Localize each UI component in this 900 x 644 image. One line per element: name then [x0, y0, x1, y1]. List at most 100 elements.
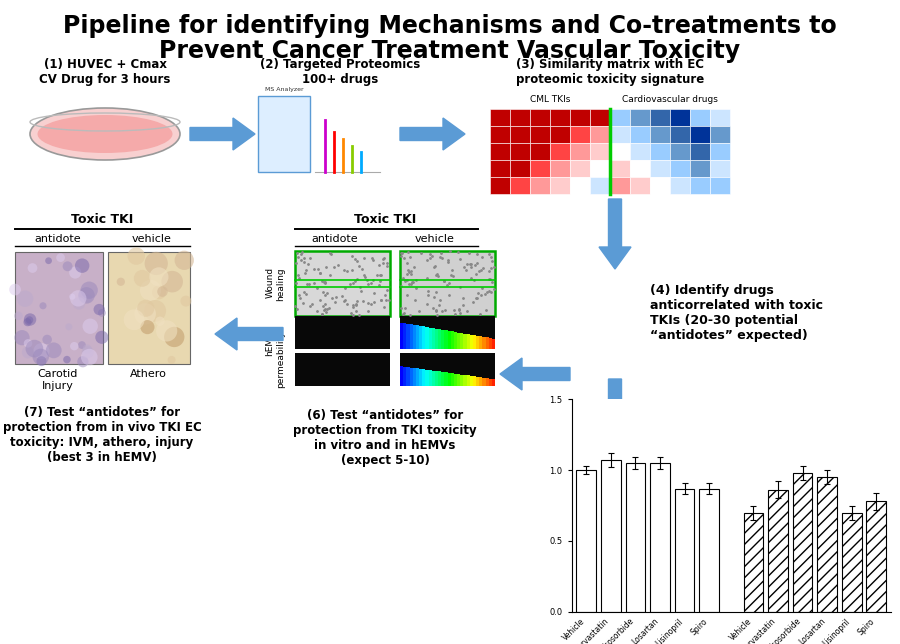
- Bar: [690, 160, 710, 177]
- Bar: [670, 177, 690, 194]
- Text: (3) Similarity matrix with EC
proteomic toxicity signature: (3) Similarity matrix with EC proteomic …: [516, 58, 704, 86]
- Circle shape: [134, 303, 156, 325]
- Bar: [570, 126, 590, 143]
- Bar: [550, 109, 570, 126]
- Bar: [426, 327, 428, 349]
- Bar: [466, 334, 470, 349]
- Text: (6) Test “antidotes” for
protection from TKI toxicity
in vitro and in hEMVs
(exp: (6) Test “antidotes” for protection from…: [293, 409, 477, 467]
- Text: Toxic TKI: Toxic TKI: [354, 213, 416, 226]
- Bar: [490, 177, 510, 194]
- Circle shape: [180, 296, 192, 307]
- Circle shape: [42, 335, 52, 345]
- Bar: [472, 376, 476, 386]
- Bar: [447, 373, 451, 386]
- Bar: [793, 473, 813, 612]
- Bar: [413, 325, 416, 349]
- Bar: [438, 329, 441, 349]
- Circle shape: [152, 285, 166, 299]
- Bar: [590, 143, 610, 160]
- Circle shape: [70, 290, 86, 307]
- Circle shape: [22, 346, 34, 359]
- Bar: [530, 177, 550, 194]
- Bar: [510, 109, 530, 126]
- Bar: [406, 367, 410, 386]
- Circle shape: [78, 287, 94, 304]
- Polygon shape: [500, 358, 570, 390]
- Text: Toxic TKI: Toxic TKI: [71, 213, 133, 226]
- Circle shape: [124, 309, 145, 330]
- Bar: [590, 160, 610, 177]
- Bar: [867, 501, 886, 612]
- Bar: [710, 126, 730, 143]
- Bar: [419, 369, 422, 386]
- Bar: [432, 370, 435, 386]
- Ellipse shape: [38, 115, 173, 153]
- Circle shape: [66, 323, 72, 330]
- Circle shape: [26, 316, 33, 324]
- Bar: [690, 109, 710, 126]
- Bar: [490, 109, 510, 126]
- Circle shape: [95, 331, 108, 344]
- Bar: [403, 366, 406, 386]
- Bar: [489, 379, 491, 386]
- Text: (7) Test “antidotes” for
protection from in vivo TKI EC
toxicity: IVM, athero, i: (7) Test “antidotes” for protection from…: [3, 406, 202, 464]
- Bar: [670, 109, 690, 126]
- Circle shape: [149, 267, 168, 287]
- Bar: [419, 326, 422, 349]
- Bar: [699, 489, 719, 612]
- Polygon shape: [599, 379, 631, 449]
- Bar: [690, 126, 710, 143]
- Bar: [441, 330, 445, 349]
- Bar: [476, 377, 479, 386]
- Circle shape: [134, 270, 150, 287]
- Bar: [601, 460, 621, 612]
- Bar: [432, 328, 435, 349]
- Circle shape: [161, 271, 183, 292]
- Circle shape: [156, 317, 165, 326]
- Circle shape: [117, 278, 125, 286]
- Bar: [530, 126, 550, 143]
- Bar: [768, 490, 788, 612]
- Bar: [670, 160, 690, 177]
- Bar: [470, 376, 472, 386]
- Circle shape: [9, 284, 21, 296]
- Bar: [426, 370, 428, 386]
- Bar: [457, 332, 460, 349]
- Bar: [590, 177, 610, 194]
- Circle shape: [128, 247, 145, 265]
- Bar: [510, 160, 530, 177]
- Bar: [630, 126, 650, 143]
- Bar: [550, 143, 570, 160]
- Bar: [650, 160, 670, 177]
- Text: (5) Screen “antidotes for
improved EC survival with
toxic TKI (10-15 expected): (5) Screen “antidotes for improved EC su…: [652, 569, 828, 612]
- Circle shape: [144, 300, 166, 322]
- Bar: [690, 143, 710, 160]
- Bar: [460, 375, 464, 386]
- Bar: [550, 160, 570, 177]
- Bar: [650, 143, 670, 160]
- Bar: [670, 143, 690, 160]
- Bar: [743, 513, 763, 612]
- Circle shape: [98, 309, 106, 317]
- Text: Carotid
Injury: Carotid Injury: [38, 369, 78, 391]
- Polygon shape: [400, 118, 465, 150]
- Bar: [400, 366, 403, 386]
- Circle shape: [164, 327, 184, 347]
- Bar: [570, 177, 590, 194]
- Bar: [610, 177, 630, 194]
- Bar: [489, 338, 491, 349]
- Bar: [441, 372, 445, 386]
- Bar: [650, 126, 670, 143]
- Bar: [438, 372, 441, 386]
- Bar: [630, 143, 650, 160]
- Bar: [650, 109, 670, 126]
- Bar: [451, 332, 454, 349]
- Bar: [630, 109, 650, 126]
- Text: Cardiovascular drugs: Cardiovascular drugs: [622, 95, 718, 104]
- Circle shape: [75, 258, 89, 273]
- Text: vehicle: vehicle: [415, 234, 454, 244]
- Circle shape: [82, 346, 94, 358]
- Bar: [570, 160, 590, 177]
- Bar: [675, 489, 695, 612]
- Text: CML TKIs: CML TKIs: [530, 95, 571, 104]
